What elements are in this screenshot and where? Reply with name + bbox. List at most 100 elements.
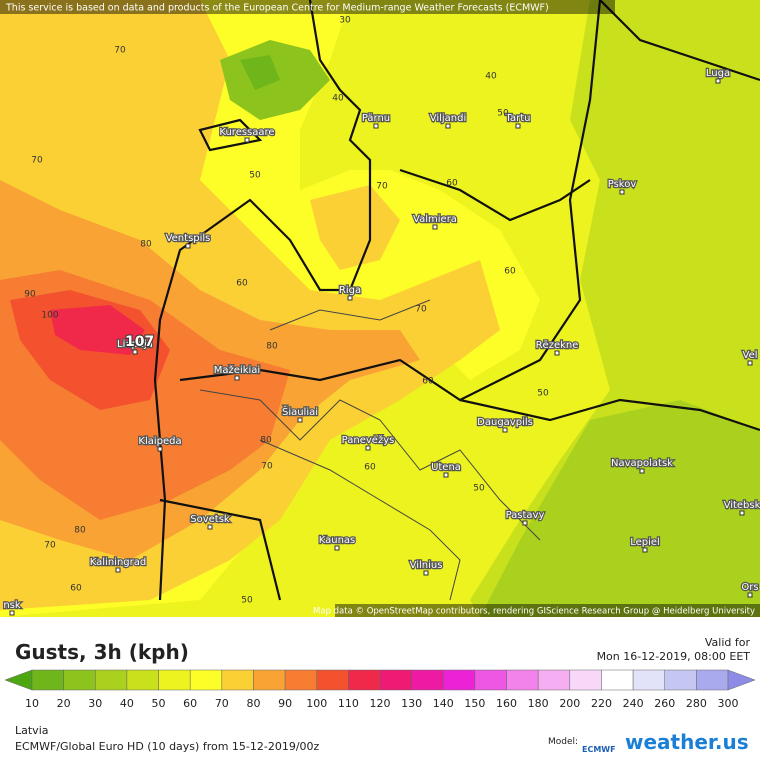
city-marker [9,610,15,616]
contour-label: 70 [31,156,43,166]
city-label: Luga [706,68,730,79]
legend-label: 90 [278,697,292,710]
city-label: Viljandi [430,113,467,124]
legend-swatch [158,669,191,691]
city-label: Sovetsk [190,514,230,525]
legend: 10 20 30 40 50 60 70 80 90 100 110 120 130 140 150 160 1… [4,669,756,710]
contour-label: 60 [70,584,82,594]
city-marker [115,567,121,573]
city-label: Vitebsk [724,500,760,511]
contour-label: 80 [266,342,278,352]
city-marker [747,360,753,366]
legend-label: 60 [183,697,197,710]
contour-label: 70 [376,182,388,192]
city-marker [639,468,645,474]
run-info: ECMWF/Global Euro HD (10 days) from 15-1… [15,740,320,753]
city-marker [185,243,191,249]
city-label: Tartu [505,113,531,124]
contour-label: 60 [422,377,434,387]
legend-swatch [537,669,571,691]
legend-label: 220 [591,697,612,710]
contour-label: 80 [74,526,86,536]
region: Latvia [15,724,49,737]
city-label: Pärnu [362,113,390,124]
legend-label: 30 [88,697,102,710]
legend-label: 200 [559,697,580,710]
city-marker [642,547,648,553]
city-marker [334,545,340,551]
legend-label: 180 [528,697,549,710]
map: Kuressaare Pärnu Viljandi Tartu Luga Pskov Ven… [0,0,760,617]
city-label: Kaunas [319,535,356,546]
valid-time: Mon 16-12-2019, 08:00 EET [596,650,750,663]
city-label: Kuressaare [219,127,274,138]
legend-swatch [727,669,756,691]
contour-label: 70 [415,305,427,315]
legend-label: 300 [718,697,739,710]
legend-swatch [601,669,634,691]
legend-label: 150 [464,697,485,710]
legend-label: 80 [246,697,260,710]
legend-label: 280 [686,697,707,710]
city-marker [207,524,213,530]
city-label: Rēzekne [536,340,579,351]
legend-label: 50 [152,697,166,710]
city-label: Navapolatsk [611,458,673,469]
legend-label: 100 [306,697,327,710]
city-marker [234,375,240,381]
city-marker [423,570,429,576]
contour-label: 40 [332,94,344,104]
city-marker [432,224,438,230]
city-label: Daugavpils [477,417,533,428]
contour-label: 40 [485,72,497,82]
legend-label: 70 [215,697,229,710]
legend-swatch [4,669,33,691]
contour-label: 70 [261,462,273,472]
contour-label: 50 [241,596,253,606]
brand-logo: weather.us [625,730,749,754]
legend-label: 20 [57,697,71,710]
legend-swatch [316,669,349,691]
notice: This service is based on data and produc… [5,3,549,14]
model-logo: ECMWF [582,745,616,754]
city-label: Lepiel [630,537,660,548]
contour-label: 50 [537,389,549,399]
city-label: Vilnius [410,560,443,571]
city-label: Utena [431,462,461,473]
legend-swatch [221,669,254,691]
city-label: Ors [741,582,758,593]
legend-label: 240 [623,697,644,710]
contour-label: 90 [24,290,36,300]
city-marker [244,137,250,143]
legend-swatch [506,669,539,691]
city-marker [502,427,508,433]
contour-label: 100 [41,311,58,321]
contour-label: 60 [364,463,376,473]
city-label: Kaliningrad [90,557,146,568]
city-label: Pskov [608,179,637,190]
legend-swatch [95,669,128,691]
legend-swatch [189,669,223,691]
city-label: nsk [3,600,21,611]
model-label: Model: [548,737,579,747]
city-marker [747,592,753,598]
contour-label: 60 [446,179,458,189]
contour-label: 60 [236,279,248,289]
contour-label: 60 [504,267,516,277]
legend-swatch [664,669,697,691]
contour-label: 50 [497,109,509,119]
city-label: Klaipeda [138,436,181,447]
city-marker [619,189,625,195]
city-marker [715,78,721,84]
legend-swatch [411,669,444,691]
contour-label: 80 [140,240,152,250]
valid-label: Valid for [704,636,750,649]
legend-swatch [696,669,729,691]
city-marker [347,295,353,301]
legend-label: 40 [120,697,134,710]
city-marker [443,472,449,478]
contour-label: 80 [260,436,272,446]
city-marker [373,123,379,129]
legend-swatch [474,669,507,691]
city-marker [739,510,745,516]
